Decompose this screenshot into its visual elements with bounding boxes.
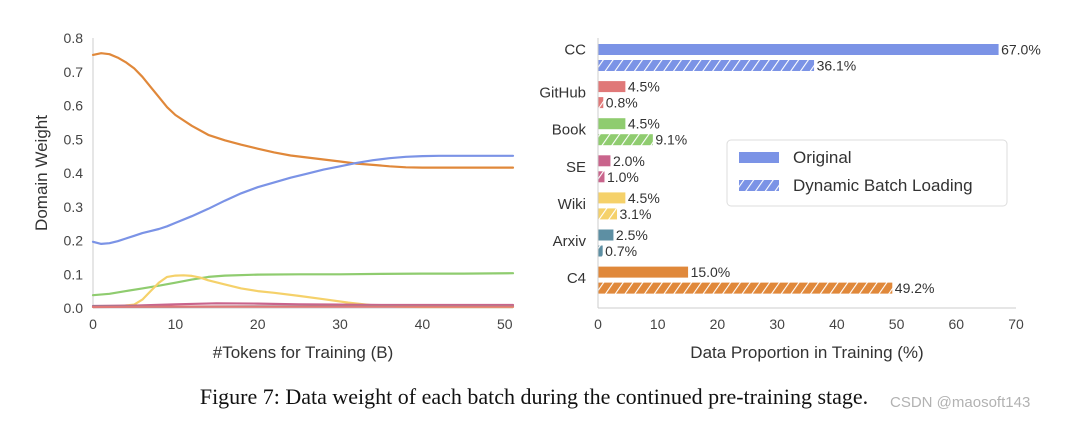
data-label-book-original: 4.5%: [628, 116, 660, 132]
legend: Original Dynamic Batch Loading: [726, 139, 1008, 207]
figure: 0.0 0.1 0.2 0.3 0.4 0.5 0.6 0.7 0.8 0 10 20 30 40 50 #T…: [32, 30, 1041, 362]
line-chart: 0.0 0.1 0.2 0.3 0.4 0.5 0.6 0.7 0.8 0 10 20 30 40 50 #T…: [32, 30, 515, 362]
legend-label-original: Original: [793, 148, 852, 167]
bar-arxiv-original: [598, 229, 614, 241]
data-label-c4-original: 15.0%: [691, 264, 731, 280]
y-axis-title: Domain Weight: [32, 115, 51, 231]
x-tick-label: 20: [710, 316, 726, 332]
bar-se-dynamic: [598, 171, 605, 183]
category-label-book: Book: [552, 122, 587, 139]
bar-wiki-dynamic: [598, 208, 618, 220]
series-line-c4: [91, 52, 515, 169]
bar-book-dynamic: [598, 134, 653, 146]
x-tick-label: 20: [250, 316, 266, 332]
data-label-c4-dynamic: 49.2%: [895, 280, 935, 296]
y-tick-label: 0.6: [64, 98, 84, 114]
y-tick-label: 0.3: [64, 199, 84, 215]
data-label-cc-original: 67.0%: [1001, 42, 1041, 58]
y-tick-label: 0.2: [64, 233, 84, 249]
data-label-se-dynamic: 1.0%: [607, 169, 639, 185]
data-label-arxiv-original: 2.5%: [616, 227, 648, 243]
x-tick-label: 10: [650, 316, 666, 332]
legend-box: [726, 139, 1008, 207]
x-tick-label: 60: [948, 316, 964, 332]
series-line-book: [91, 272, 515, 297]
category-label-se: SE: [566, 159, 586, 176]
watermark: CSDN @maosoft143: [890, 394, 1031, 411]
bar-cc-original: [598, 44, 999, 55]
x-tick-label: 50: [889, 316, 905, 332]
bar-chart: 0 10 20 30 40 50 60 70 Data Proportion in Traini…: [539, 38, 1041, 362]
y-tick-label: 0.5: [64, 131, 84, 147]
y-tick-label: 0.4: [64, 165, 84, 181]
data-label-github-original: 4.5%: [628, 79, 660, 95]
bar-cc-dynamic: [598, 60, 815, 71]
data-label-arxiv-dynamic: 0.7%: [605, 243, 637, 259]
data-label-github-dynamic: 0.8%: [606, 95, 638, 111]
x-axis-title: #Tokens for Training (B): [213, 343, 393, 362]
bar-se-original: [598, 155, 611, 167]
category-label-wiki: Wiki: [558, 196, 586, 213]
bar-c4-dynamic: [598, 282, 893, 294]
y-tick-label: 0.1: [64, 266, 84, 282]
x-axis-title: Data Proportion in Training (%): [690, 343, 923, 362]
category-label-c4: C4: [567, 270, 586, 287]
x-tick-label: 50: [497, 316, 513, 332]
category-label-github: GitHub: [539, 85, 586, 102]
x-tick-label: 0: [594, 316, 602, 332]
bar-c4-original: [598, 266, 689, 278]
x-tick-label: 30: [769, 316, 785, 332]
data-label-se-original: 2.0%: [613, 153, 645, 169]
y-tick-label: 0.7: [64, 64, 84, 80]
x-tick-label: 40: [829, 316, 845, 332]
bar-wiki-original: [598, 192, 626, 204]
figure-caption: Figure 7: Data weight of each batch duri…: [199, 384, 869, 409]
x-tick-label: 10: [168, 316, 184, 332]
bar-github-original: [598, 81, 626, 93]
bar-github-dynamic: [598, 97, 604, 109]
series-line-cc: [91, 154, 515, 245]
x-tick-label: 0: [89, 316, 97, 332]
bar-book-original: [598, 118, 626, 130]
bar-arxiv-dynamic: [598, 245, 603, 257]
category-label-cc: CC: [564, 42, 586, 59]
data-label-wiki-original: 4.5%: [628, 190, 660, 206]
data-label-cc-dynamic: 36.1%: [817, 58, 857, 74]
legend-label-dynamic: Dynamic Batch Loading: [793, 176, 973, 195]
category-label-arxiv: Arxiv: [553, 233, 587, 250]
legend-swatch-dynamic: [739, 180, 779, 191]
x-tick-label: 30: [332, 316, 348, 332]
series-line-wiki: [91, 274, 515, 309]
x-tick-label: 40: [415, 316, 431, 332]
legend-swatch-original: [739, 152, 779, 163]
x-tick-label: 70: [1008, 316, 1024, 332]
series-line-se: [91, 302, 515, 308]
y-tick-label: 0.8: [64, 30, 84, 46]
y-tick-label: 0.0: [64, 300, 84, 316]
data-label-wiki-dynamic: 3.1%: [620, 206, 652, 222]
data-label-book-dynamic: 9.1%: [655, 132, 687, 148]
